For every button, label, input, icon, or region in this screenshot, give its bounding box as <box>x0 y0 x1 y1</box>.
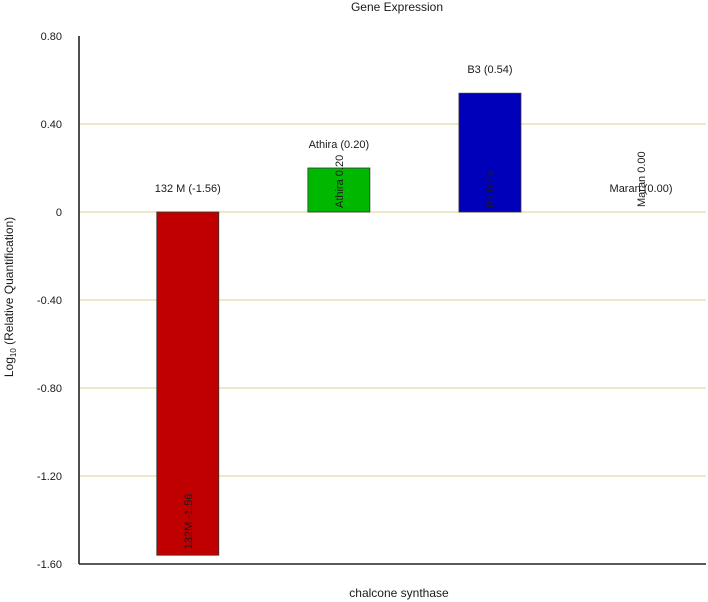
x-axis-label: chalcone synthase <box>349 586 449 600</box>
bar-athira <box>307 167 371 213</box>
bar-top-label: Maran (0.00) <box>610 183 673 195</box>
bar-top-label: 132 M (-1.56) <box>155 183 221 195</box>
y-tick-label: 0 <box>56 207 62 219</box>
bar-top-label-bg <box>599 181 683 196</box>
y-axis-label-prefix: Log <box>2 357 16 377</box>
axes <box>78 36 706 565</box>
bar-top-label-bg <box>458 62 522 78</box>
y-tick-label: -1.20 <box>37 471 62 483</box>
bar-top-label: Athira (0.20) <box>309 139 370 151</box>
y-axis-label: Log10 (Relative Quantification) <box>2 217 18 377</box>
y-tick-label: 0.40 <box>41 119 62 131</box>
y-tick-labels: 0.80 0.40 0 -0.40 -0.80 -1.20 -1.60 <box>37 31 62 571</box>
bar-top-label: B3 (0.54) <box>467 64 512 76</box>
bar-inner-label: Maran 0.00 <box>636 151 648 207</box>
bar-top-label-bg <box>143 181 233 196</box>
bar-top-label-bg <box>294 137 384 152</box>
bar-inner-label: 132M -1.56 <box>183 494 195 550</box>
bars <box>156 92 522 556</box>
bar-inner-label: B3 0.54 <box>485 170 497 208</box>
y-axis-label-suffix: (Relative Quantification) <box>2 217 16 348</box>
y-tick-label: -0.80 <box>37 383 62 395</box>
bar-labels: 132 M (-1.56) 132M -1.56 Athira (0.20) Athi… <box>143 62 683 550</box>
y-tick-label: -0.40 <box>37 295 62 307</box>
y-tick-label: 0.80 <box>41 31 62 43</box>
bar-b3 <box>458 92 522 213</box>
y-axis-label-subscript: 10 <box>9 348 18 357</box>
bar-inner-label: Athira 0.20 <box>334 155 346 208</box>
chart-title: Gene Expression <box>351 0 443 14</box>
y-tick-label: -1.60 <box>37 559 62 571</box>
bar-132m <box>156 211 220 556</box>
